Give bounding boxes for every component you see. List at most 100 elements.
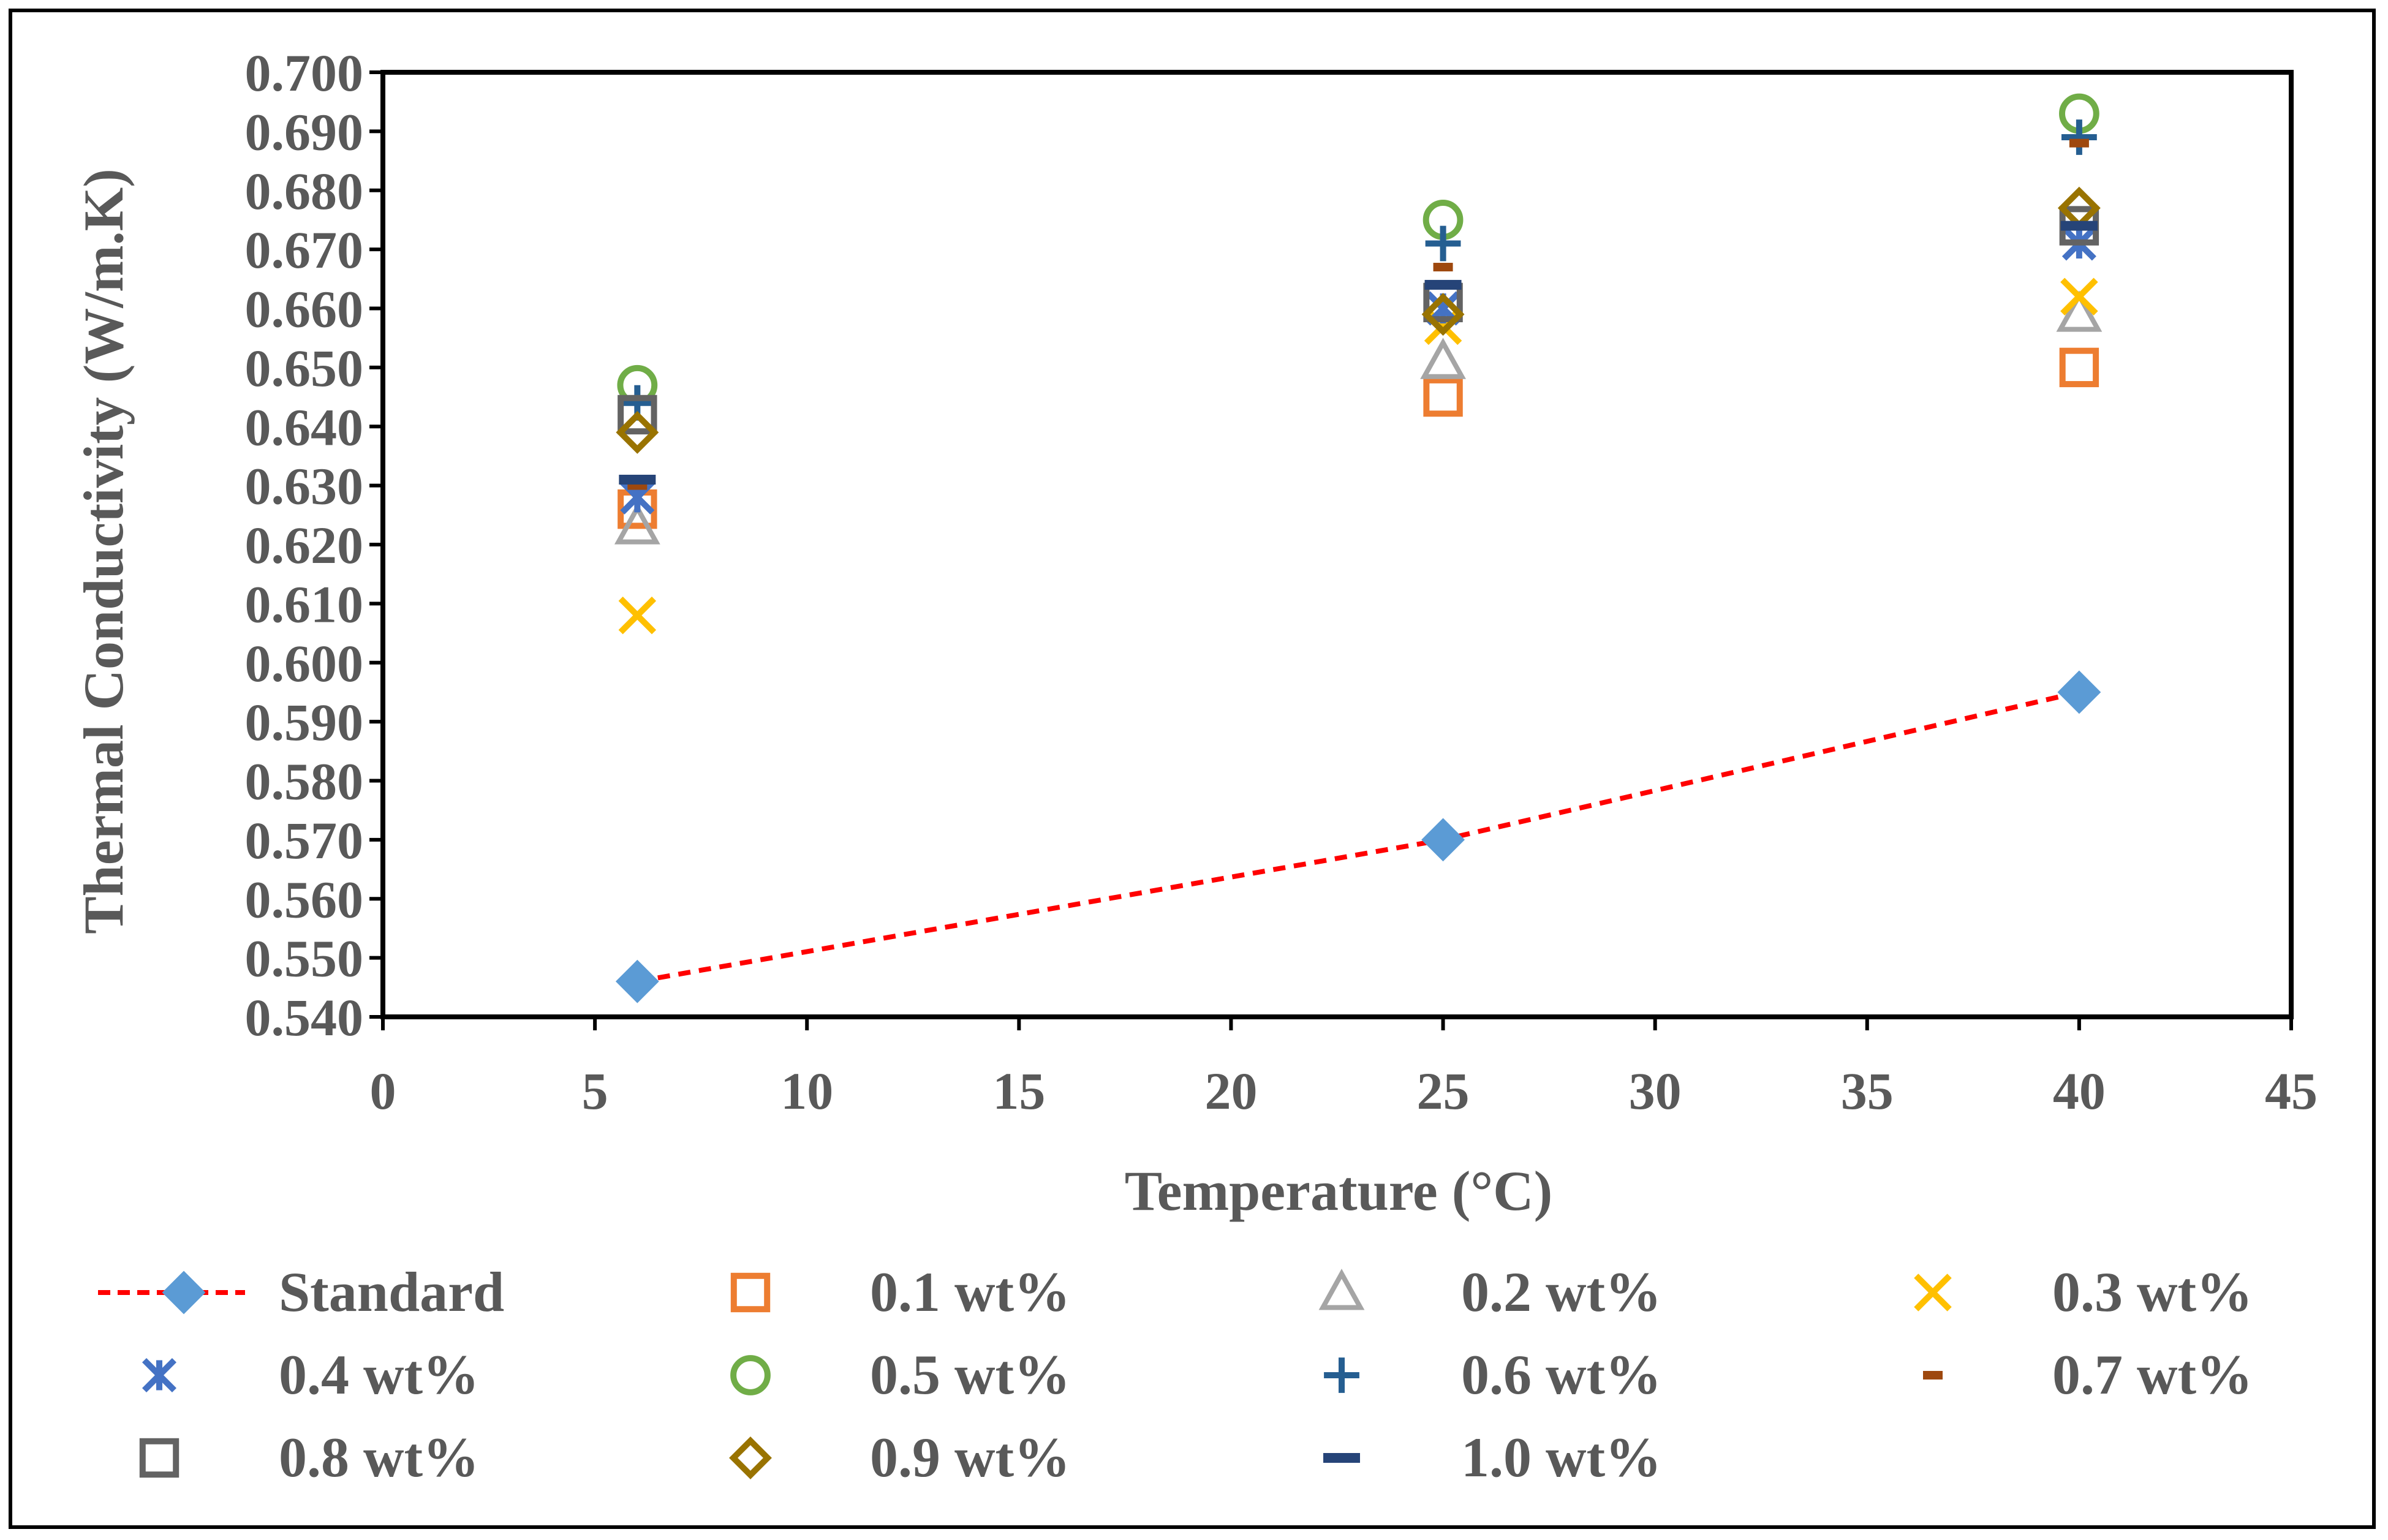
data-point [1424,279,1462,290]
y-tick-label: 0.610 [245,575,364,633]
x-tick-labels: 0 5 10 15 20 25 30 35 40 45 [370,1017,2318,1120]
data-point [1424,307,1462,345]
data-point [2069,138,2089,148]
series-0-5-wt- [617,93,2099,406]
series-standard [615,670,2101,1003]
legend-marker [162,1270,206,1315]
legend-item: 0.4 wt% [142,1343,479,1406]
legend-marker [729,1436,772,1479]
series-0-1-wt- [618,347,2099,529]
y-tick-label: 0.540 [245,988,364,1047]
series-0-2-wt- [614,290,2103,545]
legend-label: 0.3 wt% [2052,1261,2253,1323]
x-tick-label: 5 [582,1062,608,1120]
legend-label: 1.0 wt% [1461,1426,1661,1489]
legend-label: 0.8 wt% [279,1426,479,1489]
x-axis-title: Temperature (°C) [1125,1160,1553,1222]
legend-marker [139,1438,179,1478]
legend-marker [1323,1453,1360,1463]
legend-marker [730,1272,771,1313]
y-tick-label: 0.690 [245,102,364,161]
legend-label: 0.9 wt% [870,1426,1070,1489]
legend-item: 0.8 wt% [139,1426,479,1489]
data-point [2057,670,2101,714]
y-tick-labels: 0.5400.5500.5600.5700.5800.5900.6000.610… [245,43,383,1047]
y-tick-label: 0.570 [245,811,364,870]
y-tick-label: 0.560 [245,870,364,929]
y-tick-label: 0.580 [245,752,364,811]
data-point [616,410,659,454]
data-point [2056,290,2103,332]
legend-label: 0.1 wt% [870,1261,1070,1323]
series-0-6-wt- [619,119,2097,421]
y-tick-label: 0.590 [245,693,364,752]
data-point [615,959,659,1003]
y-tick-label: 0.550 [245,929,364,988]
legend-label: 0.4 wt% [279,1343,479,1406]
y-tick-label: 0.680 [245,162,364,221]
series-0-4-wt- [620,226,2096,515]
data-point [1420,338,1466,379]
series-0-8-wt- [618,206,2099,435]
data-point [1425,225,1461,262]
legend-item: 0.3 wt% [1914,1261,2253,1323]
legend-label: 0.2 wt% [1461,1261,1661,1323]
y-tick-label: 0.620 [245,516,364,575]
y-tick-label: 0.650 [245,339,364,398]
legend-marker [1318,1269,1365,1310]
legend-item: 0.9 wt% [729,1426,1070,1489]
data-point [618,394,657,435]
legend-item: Standard [98,1261,504,1323]
plot-area [380,70,2294,1019]
x-tick-label: 45 [2265,1062,2318,1120]
x-tick-label: 10 [780,1062,833,1120]
legend-marker [1324,1357,1359,1393]
y-tick-label: 0.670 [245,221,364,279]
x-tick-label: 0 [370,1062,396,1120]
y-axis-title: Thermal Conductivity (W/m.K) [72,168,135,934]
legend-marker [142,1357,177,1393]
chart-frame [9,9,2376,1529]
legend-item: 0.2 wt% [1318,1261,1661,1323]
series-0-3-wt- [618,277,2098,635]
series-1-0-wt- [619,221,2098,485]
series-line [637,690,2080,984]
legend-item: 0.6 wt% [1324,1343,1661,1406]
x-tick-label: 20 [1204,1062,1257,1120]
legend-item: 0.7 wt% [1923,1343,2253,1406]
data-point [2060,277,2098,315]
y-tick-label: 0.640 [245,398,364,456]
legend-label: Standard [279,1261,504,1323]
legend-marker [1914,1274,1952,1312]
data-point [614,503,660,545]
legend-label: 0.5 wt% [870,1343,1070,1406]
legend-item: 0.5 wt% [730,1343,1070,1406]
legend-item: 0.1 wt% [730,1261,1070,1323]
data-point [618,596,657,635]
data-point [2060,221,2098,231]
y-axis-title-group: Thermal Conductivity (W/m.K) [72,168,135,934]
data-point [2061,119,2097,155]
legend-label: 0.6 wt% [1461,1343,1661,1406]
series-0-7-wt- [627,138,2089,490]
series-0-9-wt- [616,186,2101,454]
x-tick-label: 15 [992,1062,1045,1120]
y-tick-label: 0.660 [245,280,364,339]
data-point [619,474,656,485]
y-tick-label: 0.630 [245,457,364,516]
legend-item: 1.0 wt% [1323,1426,1661,1489]
legend-marker [730,1355,771,1395]
data-point [1423,377,1463,417]
data-point [1421,293,1465,336]
plot-border [380,70,2294,1019]
legend: Standard 0.1 wt% 0.2 wt% 0.3 wt% 0.4 wt% 0.5 … [98,1261,2253,1489]
y-tick-label: 0.600 [245,634,364,693]
y-tick-label: 0.700 [245,43,364,102]
data-point [1433,263,1453,272]
x-tick-label: 30 [1629,1062,1682,1120]
x-tick-label: 25 [1417,1062,1470,1120]
data-point [2059,347,2099,388]
legend-marker [1923,1371,1943,1380]
x-tick-label: 40 [2053,1062,2106,1120]
